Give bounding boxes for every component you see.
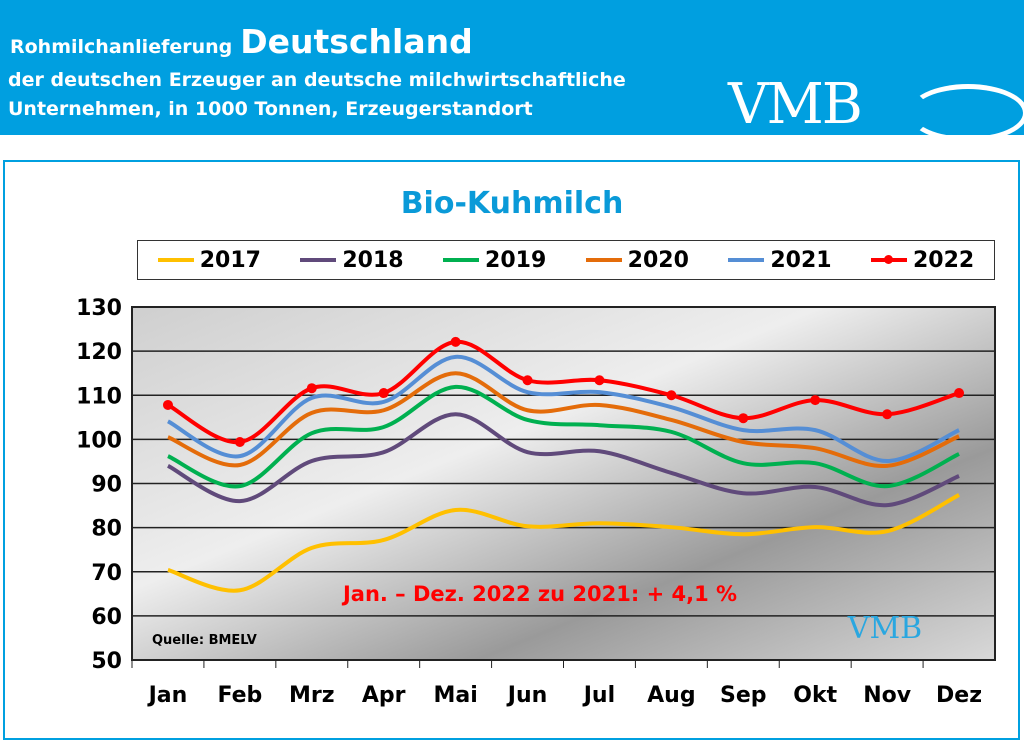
- data-point-2022: [234, 437, 245, 448]
- data-point-2022: [450, 336, 461, 347]
- series-line-2019: [167, 384, 960, 489]
- data-point-2022: [882, 409, 893, 420]
- header-line2: der deutschen Erzeuger an deutsche milch…: [8, 69, 626, 91]
- data-point-2022: [810, 395, 821, 406]
- watermark-logo: VMB: [847, 611, 922, 646]
- header-subtitle: der deutschen Erzeuger an deutsche milch…: [8, 66, 626, 124]
- vmb-logo: VMB: [728, 72, 863, 137]
- x-tick-label: Mrz: [289, 683, 335, 708]
- data-point-2022: [738, 413, 749, 424]
- x-tick-label: Jul: [582, 683, 615, 708]
- legend-label: 2019: [485, 247, 547, 273]
- legend-swatch: [300, 258, 337, 262]
- data-point-2022: [594, 375, 605, 386]
- series-line-2017: [167, 493, 960, 593]
- legend-label: 2020: [627, 247, 689, 273]
- x-tick-label: Jan: [147, 683, 188, 708]
- header-title: Rohmilchanlieferung Deutschland: [10, 22, 473, 61]
- y-tick-label: 100: [76, 428, 122, 453]
- legend-swatch: [585, 258, 622, 262]
- x-tick-label: Feb: [217, 683, 262, 708]
- y-tick-label: 50: [91, 649, 122, 674]
- y-tick-label: 80: [91, 517, 122, 542]
- legend-swatch: [870, 255, 907, 264]
- header-banner: Rohmilchanlieferung Deutschland der deuts…: [0, 0, 1024, 142]
- x-tick-label: Mai: [433, 683, 477, 708]
- source-label: Quelle: BMELV: [152, 633, 257, 648]
- legend-label: 2018: [342, 247, 404, 273]
- x-tick-label: Aug: [647, 683, 695, 708]
- data-point-2022: [306, 383, 317, 394]
- y-tick-label: 70: [91, 561, 122, 586]
- legend-swatch: [157, 258, 194, 262]
- x-tick-label: Nov: [863, 683, 912, 708]
- legend-label: 2022: [912, 247, 975, 273]
- legend-item-2019: 2019: [443, 248, 546, 273]
- legend-label: 2021: [770, 247, 832, 273]
- header-line3: Unternehmen, in 1000 Tonnen, Erzeugersta…: [8, 98, 533, 120]
- legend-item-2018: 2018: [300, 247, 404, 273]
- legend: 2017 2018 2019 2020 2021 2022: [137, 240, 995, 280]
- legend-item-2017: 2017: [157, 247, 261, 273]
- y-tick-label: 90: [91, 473, 122, 498]
- series-line-2020: [167, 371, 960, 468]
- chart-title: Bio-Kuhmilch: [400, 186, 624, 221]
- legend-item-2021: 2021: [728, 247, 832, 273]
- legend-item-2022: 2022: [870, 247, 975, 273]
- series-line-2021: [166, 354, 960, 463]
- chart-frame: [3, 160, 1020, 740]
- header-line1: Rohmilchanlieferung: [10, 36, 233, 58]
- y-tick-label: 60: [91, 605, 122, 630]
- data-point-2022: [162, 399, 173, 410]
- header-country: Deutschland: [240, 22, 473, 61]
- x-tick-label: Sep: [720, 683, 767, 708]
- y-tick-label: 110: [76, 384, 122, 409]
- y-tick-label: 120: [76, 340, 122, 365]
- legend-swatch: [728, 258, 765, 262]
- x-tick-label: Okt: [793, 683, 837, 708]
- y-tick-label: 130: [76, 296, 122, 321]
- x-tick-label: Apr: [362, 683, 406, 708]
- x-tick-label: Jun: [506, 683, 548, 708]
- legend-swatch: [443, 258, 480, 262]
- data-point-2022: [378, 388, 389, 399]
- legend-label: 2017: [199, 247, 261, 273]
- series-line-2018: [167, 412, 960, 508]
- data-point-2022: [666, 390, 677, 401]
- data-point-2022: [954, 388, 965, 399]
- annotation: Jan. – Dez. 2022 zu 2021: + 4,1 %: [341, 582, 737, 606]
- x-tick-label: Dez: [936, 683, 982, 708]
- data-point-2022: [522, 375, 533, 386]
- legend-item-2020: 2020: [585, 247, 689, 273]
